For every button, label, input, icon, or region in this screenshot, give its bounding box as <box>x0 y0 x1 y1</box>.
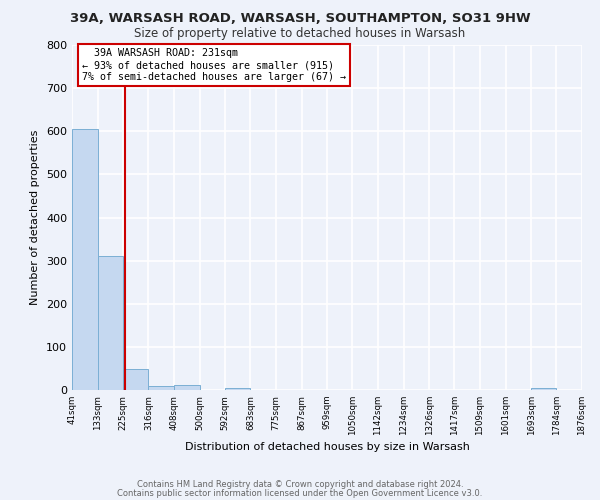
Text: Size of property relative to detached houses in Warsash: Size of property relative to detached ho… <box>134 28 466 40</box>
Bar <box>531 388 556 390</box>
Bar <box>72 128 98 390</box>
Text: 39A WARSASH ROAD: 231sqm  
← 93% of detached houses are smaller (915)
7% of semi: 39A WARSASH ROAD: 231sqm ← 93% of detach… <box>82 48 346 82</box>
X-axis label: Distribution of detached houses by size in Warsash: Distribution of detached houses by size … <box>185 442 469 452</box>
Bar <box>148 386 174 390</box>
Text: Contains public sector information licensed under the Open Government Licence v3: Contains public sector information licen… <box>118 489 482 498</box>
Text: Contains HM Land Registry data © Crown copyright and database right 2024.: Contains HM Land Registry data © Crown c… <box>137 480 463 489</box>
Bar <box>98 256 123 390</box>
Bar <box>225 388 250 390</box>
Text: 39A, WARSASH ROAD, WARSASH, SOUTHAMPTON, SO31 9HW: 39A, WARSASH ROAD, WARSASH, SOUTHAMPTON,… <box>70 12 530 26</box>
Bar <box>123 370 148 390</box>
Y-axis label: Number of detached properties: Number of detached properties <box>31 130 40 305</box>
Bar <box>174 385 200 390</box>
